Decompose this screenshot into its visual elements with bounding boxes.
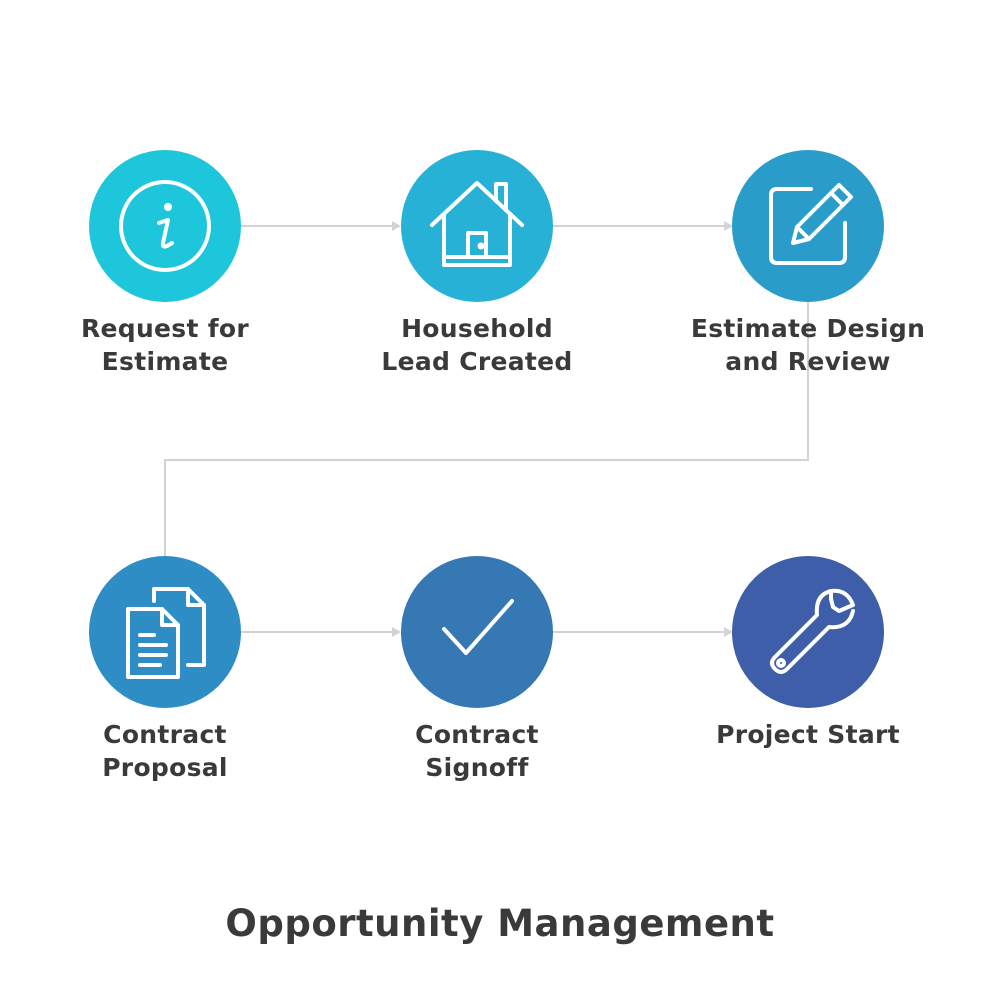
step-label: Request for Estimate (15, 312, 315, 378)
house-icon (430, 181, 524, 267)
step-circle (89, 556, 241, 708)
checkmark-icon (442, 599, 514, 655)
arrowhead (724, 221, 733, 231)
info-icon (119, 180, 211, 272)
step-label-line2: and Review (725, 347, 891, 376)
step-label-line1: Request for (80, 314, 250, 343)
step-label: Estimate Design and Review (658, 312, 958, 378)
step-label-line2: Proposal (102, 753, 228, 782)
step-label-line1: Household (401, 314, 553, 343)
step-circle (732, 150, 884, 302)
step-label-line1: Contract (415, 720, 539, 749)
arrowhead (392, 627, 401, 637)
arrowhead (392, 221, 401, 231)
step-label-line1: Project Start (716, 720, 900, 749)
arrowhead (724, 627, 733, 637)
step-label: Project Start (658, 718, 958, 751)
step-label-line1: Contract (103, 720, 227, 749)
edit-pencil-icon (769, 183, 853, 265)
wrench-icon (770, 588, 855, 674)
step-label: Household Lead Created (327, 312, 627, 378)
step-circle (401, 556, 553, 708)
step-label-line2: Signoff (425, 753, 529, 782)
connector-3-to-4 (164, 302, 809, 556)
step-circle (89, 150, 241, 302)
step-label-line2: Lead Created (381, 347, 573, 376)
diagram-title: Opportunity Management (225, 902, 775, 945)
step-circle (401, 150, 553, 302)
step-label-line2: Estimate (101, 347, 229, 376)
step-label: Contract Signoff (327, 718, 627, 784)
step-circle (732, 556, 884, 708)
step-label-line1: Estimate Design (690, 314, 926, 343)
step-label: Contract Proposal (15, 718, 315, 784)
documents-icon (126, 587, 206, 679)
